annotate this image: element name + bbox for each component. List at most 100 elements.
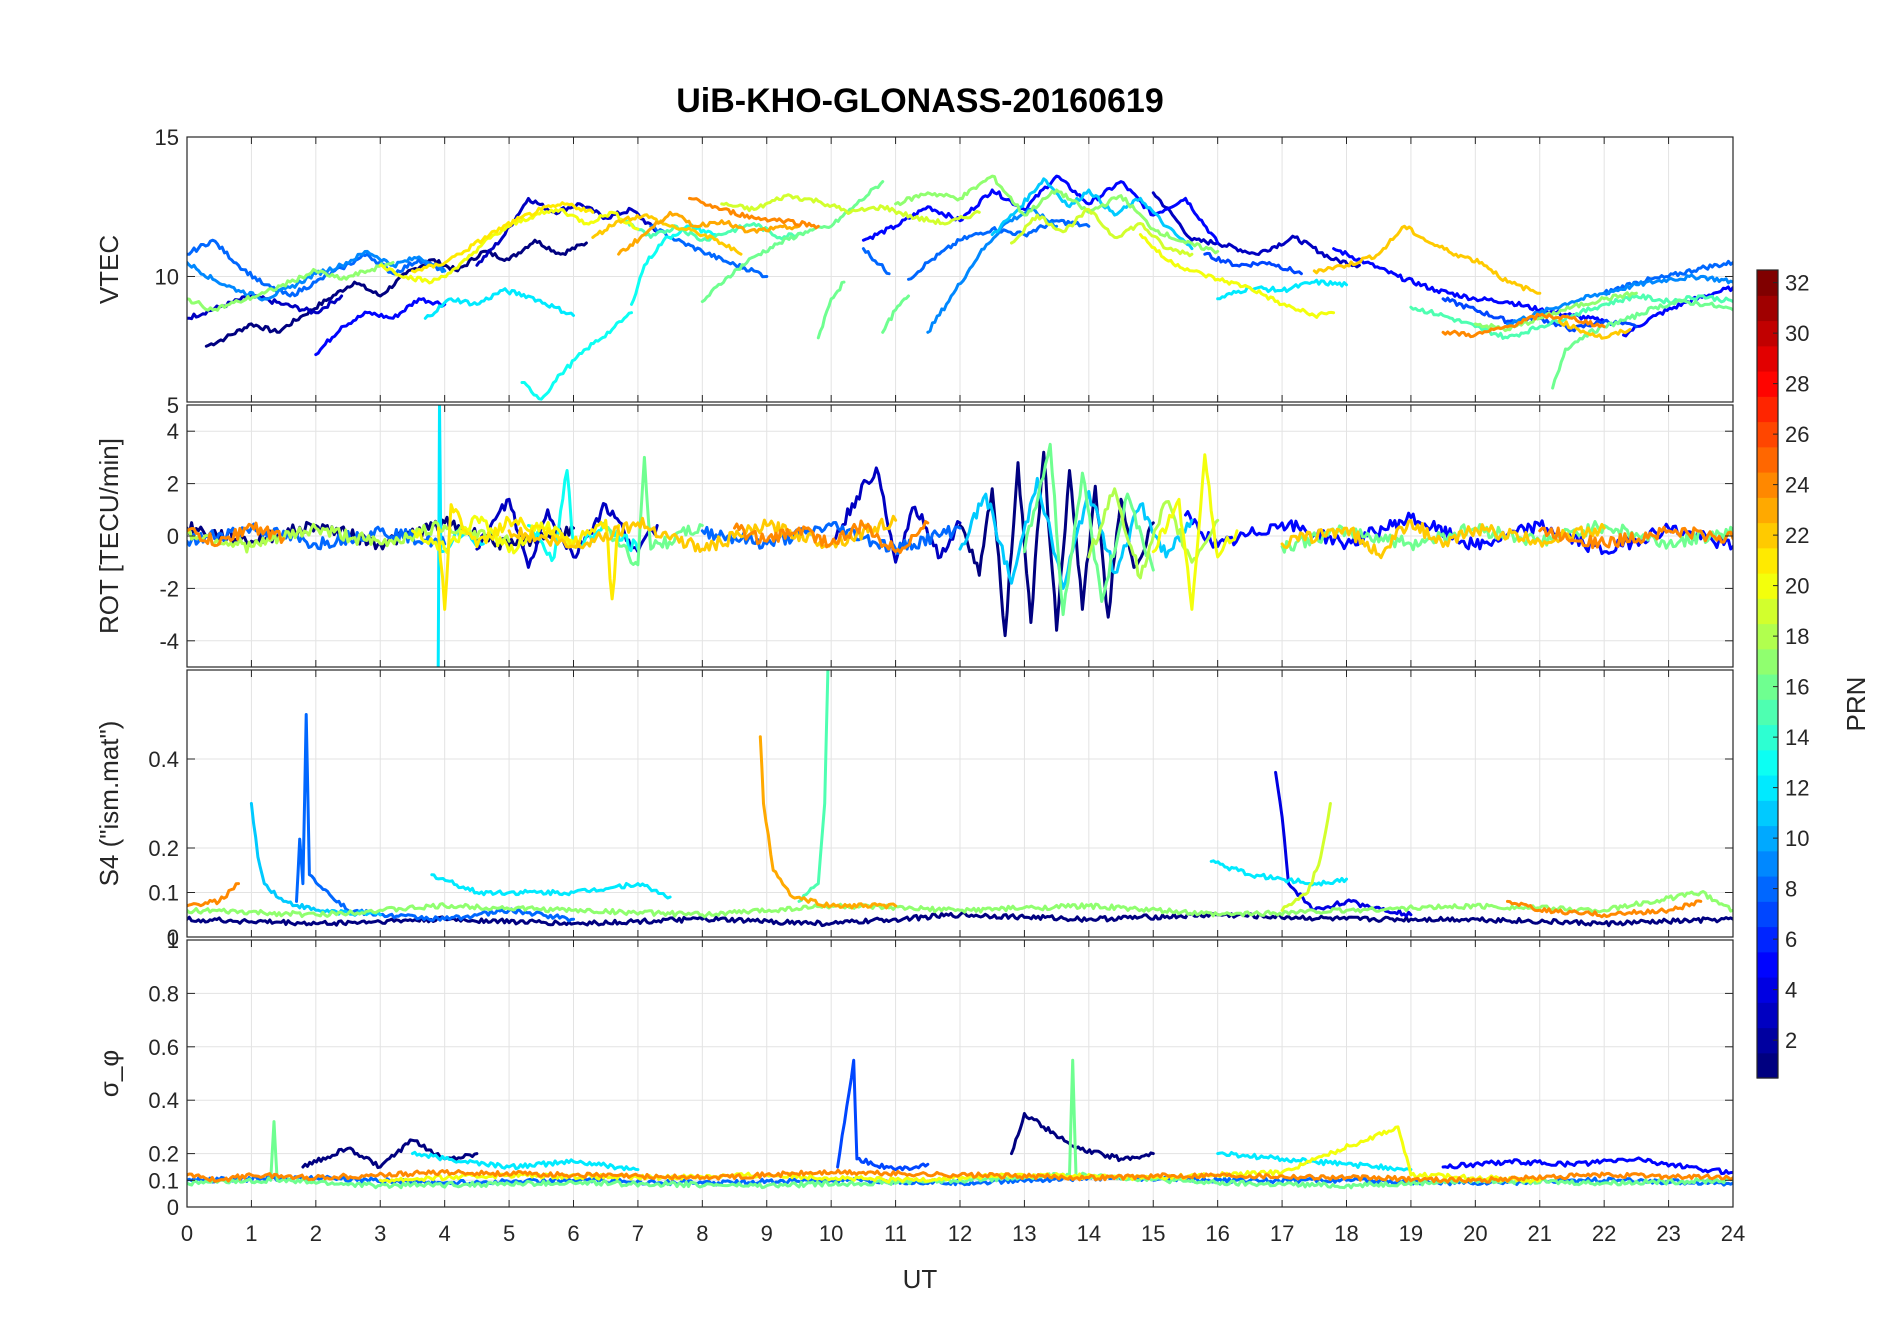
series-line-prn-21 [436,503,621,611]
x-tick-label: 24 [1721,1221,1745,1246]
y-axis-label: σ_φ [94,1050,124,1097]
y-axis-label: ROT [TECU/min] [94,438,124,634]
colorbar-swatch [1757,421,1778,448]
x-tick-label: 22 [1592,1221,1616,1246]
colorbar-tick-label: 24 [1785,473,1809,498]
colorbar-swatch [1757,850,1778,877]
y-tick-label: 10 [155,264,179,289]
series-group [187,1058,1733,1190]
series-line-prn-15 [623,219,807,242]
series-line-prn-24 [187,882,240,908]
series-line-prn-1 [1010,1112,1155,1163]
colorbar-tick-label: 30 [1785,321,1809,346]
colorbar-tick-label: 8 [1785,877,1797,902]
series-line-prn-19 [1280,802,1332,912]
series-line-prn-13 [630,223,717,306]
series-line-prn-7 [1203,251,1303,276]
series-line-prn-22 [1312,224,1542,295]
series-line-prn-9 [187,249,447,302]
y-tick-label: 0.2 [148,1142,179,1167]
series-line-prn-7 [836,1058,930,1172]
series-line-prn-24 [187,1168,1733,1184]
y-tick-label: 0.2 [148,836,179,861]
series-line-prn-8 [187,522,447,551]
series-line-prn-17 [187,890,1733,919]
colorbar-swatch [1757,951,1778,978]
colorbar-swatch [1757,724,1778,751]
panel-rot: -4 -2 0 2 45 ROT [TECU/min] [94,393,1734,668]
series-line-prn-8 [861,247,891,276]
series-line-prn-16 [604,455,704,567]
series-line-prn-24 [1506,899,1703,919]
colorbar-swatch [1757,749,1778,776]
series-line-prn-16 [881,294,910,334]
colorbar-swatch [1757,472,1778,498]
series-line-prn-13 [520,311,633,401]
series-line-prn-5 [1622,285,1733,338]
colorbar-tick-label: 10 [1785,826,1809,851]
x-tick-label: 0 [181,1221,193,1246]
series-line-prn-16 [1022,442,1155,617]
series-line-prn-1 [204,238,588,348]
y-tick-label: 0.6 [148,1035,179,1060]
series-line-prn-5 [1441,1156,1733,1176]
series-line-prn-11 [249,802,382,917]
colorbar-tick-label: 22 [1785,523,1809,548]
series-line-prn-3 [1151,191,1361,269]
colorbar-swatch [1757,1052,1778,1079]
colorbar-tick-label: 2 [1785,1028,1797,1053]
y-tick-label: 0 [167,1195,179,1220]
colorbar-swatch [1757,674,1778,700]
colorbar-swatch [1757,977,1778,1003]
series-line-prn-12 [1216,1151,1413,1172]
y-tick-label: -2 [159,576,179,601]
series-group [187,670,1733,928]
x-tick-label: 17 [1270,1221,1294,1246]
colorbar-tick-label: 4 [1785,978,1797,1003]
series-line-prn-24 [688,196,820,230]
colorbar-swatch [1757,1027,1778,1054]
colorbar-swatch [1757,876,1778,902]
x-tick-label: 20 [1463,1221,1487,1246]
y-tick-label: 0 [167,524,179,549]
series-line-prn-8 [187,238,447,298]
series-group [187,174,1733,401]
series-line-prn-16 [700,180,885,304]
colorbar-tick-label: 18 [1785,624,1809,649]
colorbar-swatch [1757,446,1778,473]
series-line-prn-19 [720,193,981,226]
y-tick-label: 4 [167,419,179,444]
panel-sigma_phi: 00.10.20.40.60.81σ_φ [94,928,1734,1220]
x-tick-label: 16 [1205,1221,1229,1246]
series-line-prn-23 [617,210,801,256]
y-axis-label: VTEC [94,235,124,304]
series-line-prn-19 [1010,207,1194,258]
colorbar-swatch [1757,522,1778,549]
x-tick-label: 19 [1399,1221,1423,1246]
colorbar-swatch [1757,926,1778,953]
colorbar-swatch [1757,371,1778,397]
series-line-prn-11 [990,177,1194,251]
y-tick-label: 0 [167,925,179,950]
colorbar-swatch [1757,295,1778,322]
colorbar-swatch [1757,623,1778,650]
colorbar-tick-label: 6 [1785,927,1797,952]
colorbar-swatch [1757,775,1778,801]
x-tick-label: 21 [1528,1221,1552,1246]
series-line-prn-22 [591,213,743,256]
y-tick-label: 0.1 [148,881,179,906]
series-line-prn-3 [475,196,659,267]
series-line-prn-9 [1506,273,1733,326]
y-tick-label: 0.8 [148,981,179,1006]
series-line-prn-17 [187,261,395,312]
series-line-prn-22 [1557,319,1632,340]
colorbar-swatch [1757,573,1778,599]
y-tick-label: 2 [167,472,179,497]
colorbar-tick-label: 28 [1785,372,1809,397]
colorbar-swatch [1757,598,1778,625]
series-line-prn-3 [829,466,962,564]
y-tick-label: 15 [155,125,179,150]
y-tick-label: 0.4 [148,1088,179,1113]
